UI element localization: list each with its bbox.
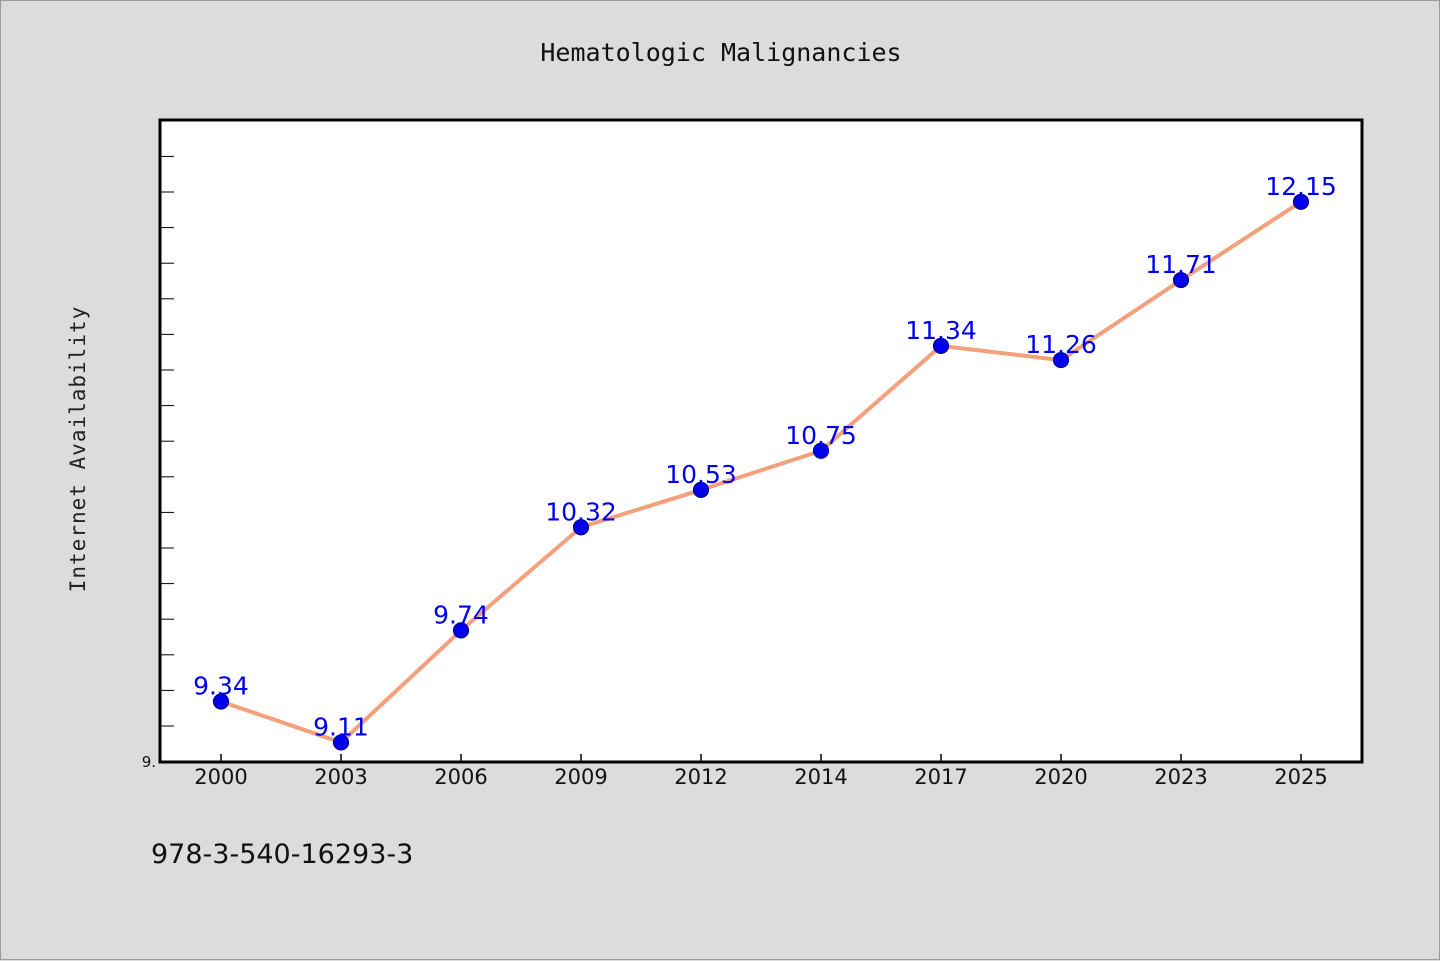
x-tick-label: 2003 — [314, 765, 367, 789]
data-point — [212, 693, 230, 710]
plot-frame — [158, 118, 1364, 764]
series-group: 9.34 9.11 9.74 10.32 10.53 10.75 11.34 11.26 11.… — [193, 172, 1337, 751]
data-point — [1172, 271, 1190, 289]
y-tick-label: 9. — [142, 753, 156, 771]
series-line — [219, 199, 1303, 745]
chart-title: Hematologic Malignancies — [540, 38, 901, 67]
x-tick-label: 2000 — [194, 765, 247, 789]
footer-isbn: 978-3-540-16293-3 — [151, 839, 413, 870]
x-tick-label: 2009 — [554, 765, 607, 789]
x-tick-label: 2017 — [914, 765, 967, 789]
x-tick-labels: 2000 2003 2006 2009 2012 2014 2017 2020 2023 2025 — [194, 765, 1327, 789]
x-tick-label: 2012 — [674, 765, 727, 789]
data-label: 9.74 — [433, 600, 489, 629]
x-tick-label: 2023 — [1154, 765, 1207, 789]
x-tick-label: 2020 — [1034, 765, 1087, 789]
data-label: 11.26 — [1025, 330, 1097, 359]
data-label: 10.53 — [665, 460, 737, 489]
x-tick-label: 2014 — [794, 765, 847, 789]
y-tick-labels: 9. — [142, 753, 156, 771]
plot-area — [160, 120, 1362, 762]
data-label: 10.32 — [545, 497, 617, 526]
data-label: 9.34 — [193, 672, 249, 701]
data-label: 10.75 — [785, 421, 857, 450]
data-point — [932, 337, 950, 354]
data-point — [812, 442, 830, 459]
y-minor-ticks — [160, 155, 174, 727]
data-label: 11.71 — [1145, 250, 1217, 279]
data-point — [332, 734, 350, 751]
data-point — [692, 481, 710, 499]
data-point — [572, 519, 590, 536]
x-tick-label: 2025 — [1274, 765, 1327, 789]
data-label: 11.34 — [905, 316, 977, 345]
x-tick-label: 2006 — [434, 765, 487, 789]
data-point — [1052, 351, 1070, 369]
data-label: 12.15 — [1265, 172, 1337, 201]
y-axis-label: Internet Availability — [66, 306, 90, 593]
data-point — [452, 622, 470, 639]
data-label: 9.11 — [313, 712, 369, 741]
data-point — [1292, 193, 1310, 210]
